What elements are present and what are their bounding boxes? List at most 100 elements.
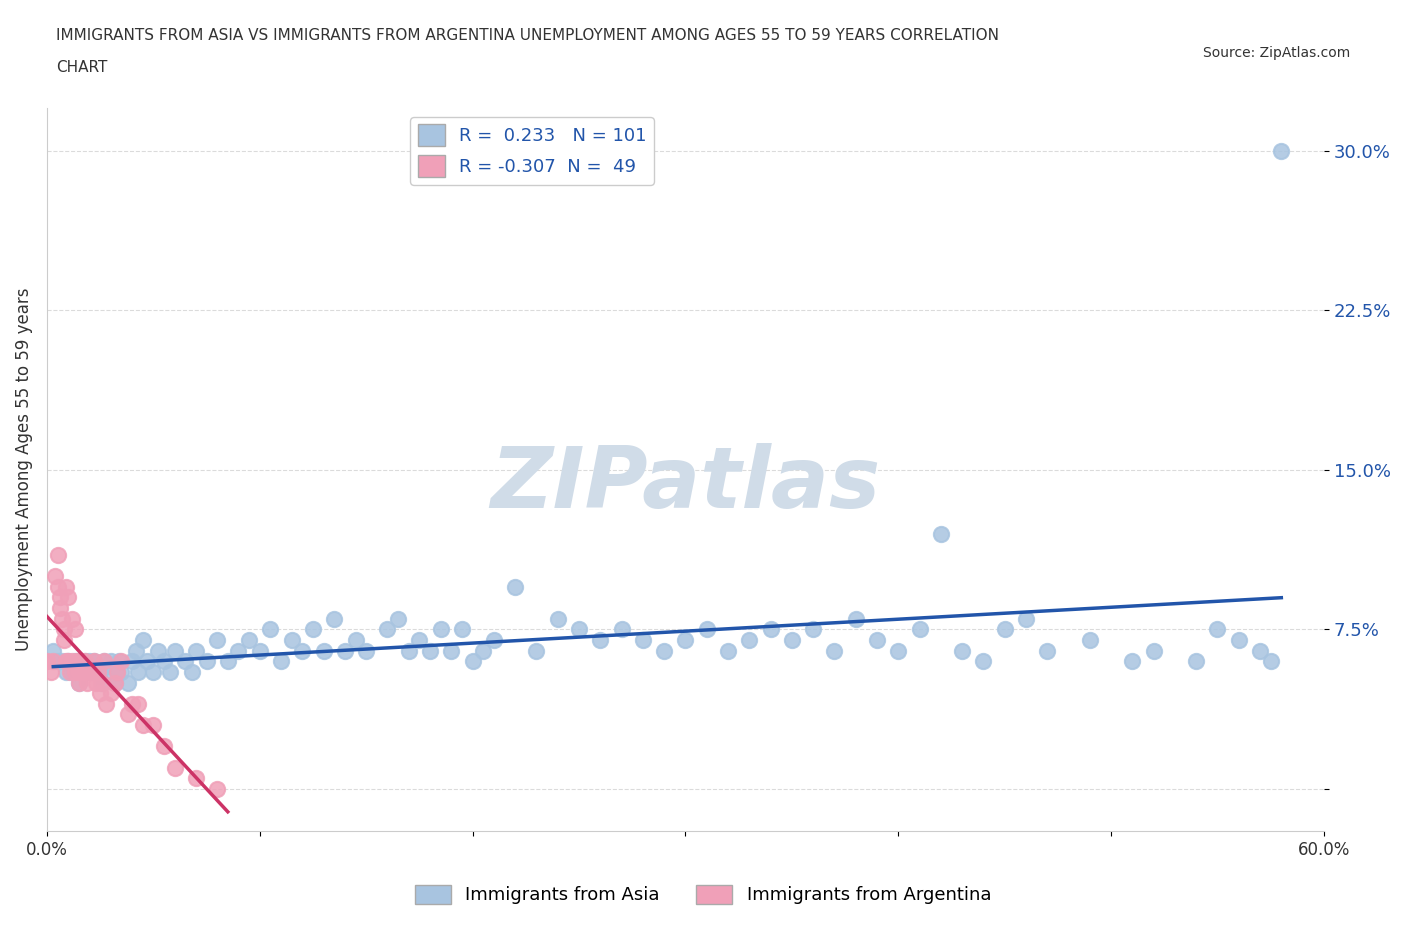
Point (377, 622, 399, 637)
Point (387, 611, 409, 626)
Point (205, 781, 228, 796)
Point (75, 654, 97, 669)
Point (323, 611, 346, 626)
Point (887, 644, 910, 658)
Point (80, 664, 103, 679)
Point (56, 654, 79, 669)
Point (46, 654, 69, 669)
Point (48, 601, 70, 616)
Point (127, 664, 149, 679)
Point (472, 644, 495, 658)
Point (51, 654, 73, 669)
Point (419, 644, 441, 658)
Point (104, 675, 127, 690)
Point (105, 664, 128, 679)
Point (866, 632, 889, 647)
Point (1078, 632, 1101, 647)
Point (63, 654, 86, 669)
Point (55, 664, 77, 679)
Point (117, 675, 139, 690)
Point (673, 632, 696, 647)
Point (717, 644, 740, 658)
Point (91, 675, 114, 690)
Point (62, 654, 84, 669)
Point (738, 632, 761, 647)
Point (1206, 622, 1229, 637)
Point (63, 622, 86, 637)
Point (291, 644, 314, 658)
Point (127, 697, 149, 711)
Point (259, 622, 281, 637)
Point (547, 611, 569, 626)
Point (780, 632, 803, 647)
Point (83, 654, 105, 669)
Point (142, 718, 165, 733)
Point (110, 654, 132, 669)
Point (83, 654, 105, 669)
Point (89, 685, 111, 700)
Point (66, 654, 89, 669)
Point (84, 675, 107, 690)
Point (56, 590, 79, 604)
Point (451, 622, 474, 637)
Point (1227, 632, 1250, 647)
Point (62, 664, 84, 679)
Point (100, 654, 122, 669)
Point (135, 654, 157, 669)
Point (1036, 644, 1059, 658)
Point (994, 622, 1017, 637)
Point (589, 632, 612, 647)
Point (280, 632, 302, 647)
Point (121, 654, 143, 669)
Point (84, 664, 107, 679)
Point (70, 654, 93, 669)
Point (131, 632, 153, 647)
Point (1143, 644, 1166, 658)
Point (333, 644, 356, 658)
Point (249, 644, 271, 658)
Point (631, 632, 654, 647)
Point (93, 654, 115, 669)
Point (228, 644, 250, 658)
Point (75, 654, 97, 669)
Point (1270, 143, 1292, 158)
Point (929, 526, 952, 541)
Point (238, 632, 260, 647)
Text: ZIPatlas: ZIPatlas (491, 443, 880, 525)
Point (89, 664, 111, 679)
Point (568, 622, 591, 637)
Point (344, 632, 367, 647)
Point (56, 654, 79, 669)
Point (142, 664, 165, 679)
Point (801, 622, 824, 637)
Text: CHART: CHART (56, 60, 108, 75)
Point (42, 644, 65, 658)
Point (46, 548, 69, 563)
Point (153, 654, 176, 669)
Point (125, 644, 148, 658)
Point (440, 644, 463, 658)
Point (354, 644, 377, 658)
Point (108, 654, 131, 669)
Point (72, 664, 94, 679)
Point (67, 675, 90, 690)
Point (67, 664, 90, 679)
Point (35, 654, 58, 669)
Point (759, 622, 782, 637)
Point (80, 664, 103, 679)
Point (51, 611, 73, 626)
Point (1260, 654, 1282, 669)
Point (972, 654, 994, 669)
Point (79, 654, 101, 669)
Point (110, 664, 132, 679)
Point (270, 654, 292, 669)
Point (121, 697, 143, 711)
Text: IMMIGRANTS FROM ASIA VS IMMIGRANTS FROM ARGENTINA UNEMPLOYMENT AMONG AGES 55 TO : IMMIGRANTS FROM ASIA VS IMMIGRANTS FROM … (56, 28, 1000, 43)
Point (46, 579, 69, 594)
Point (482, 632, 505, 647)
Text: Source: ZipAtlas.com: Source: ZipAtlas.com (1202, 46, 1350, 60)
Point (146, 644, 169, 658)
Point (55, 654, 77, 669)
Point (52, 632, 75, 647)
Point (159, 664, 181, 679)
